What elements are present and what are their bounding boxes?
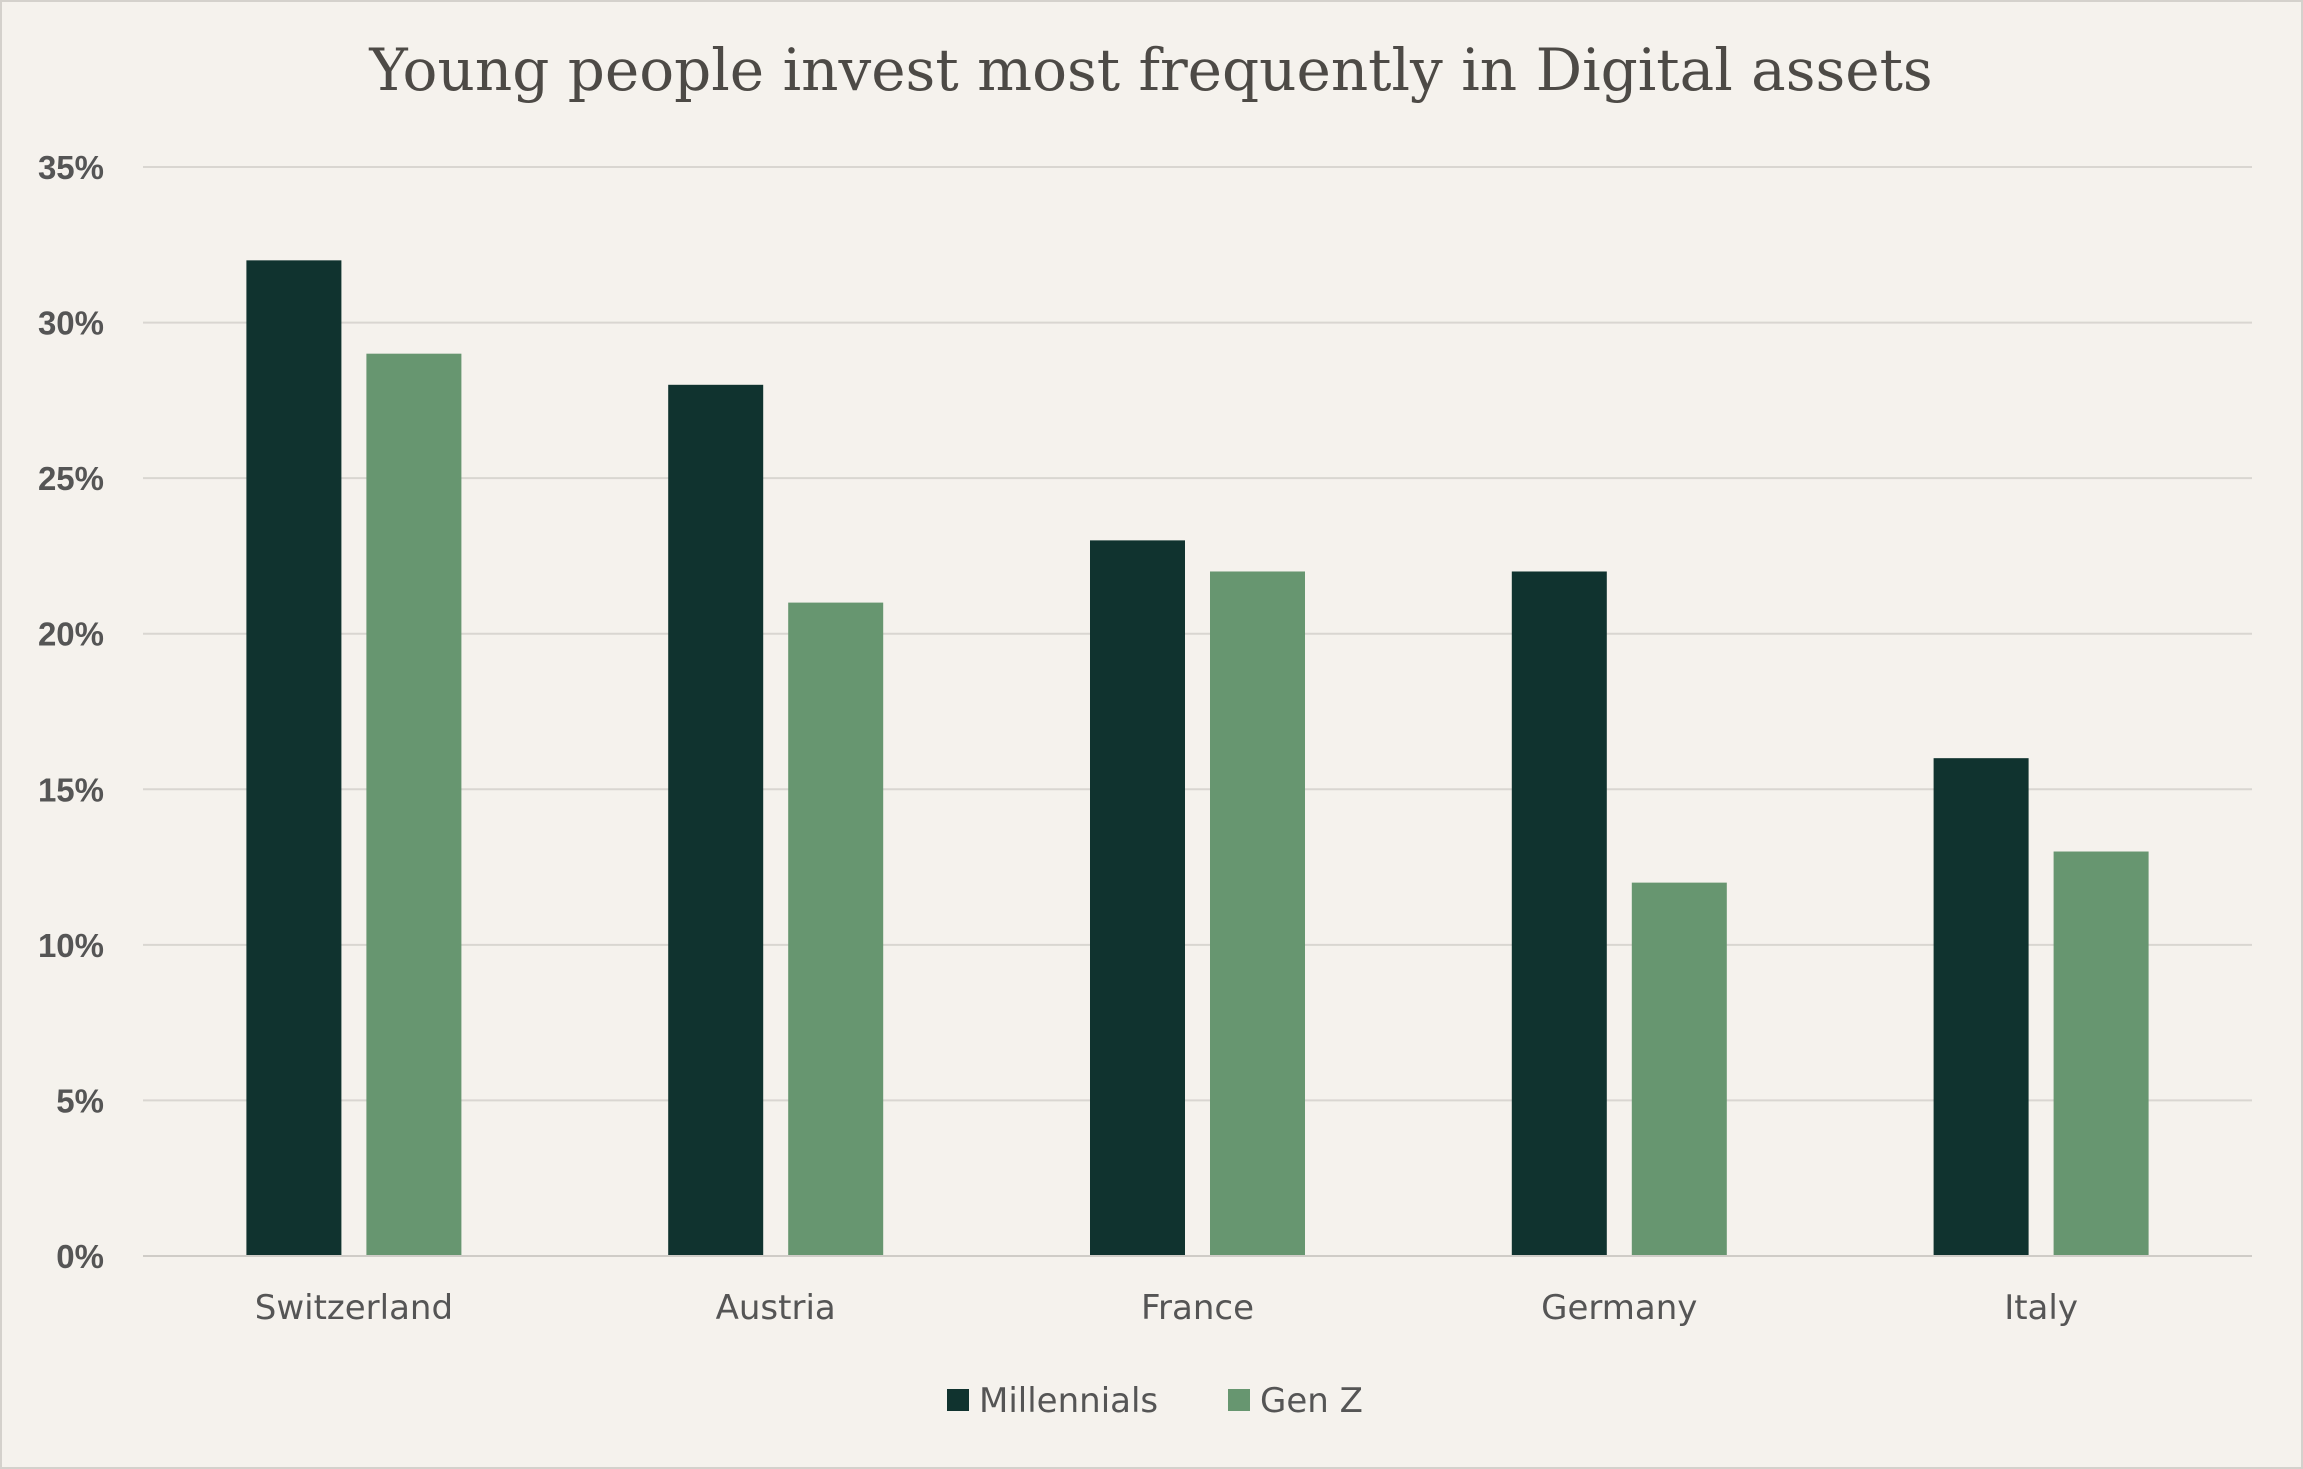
y-tick-label: 30% xyxy=(38,305,104,342)
bar-millennials-germany xyxy=(1511,571,1607,1256)
bar-gen-z-switzerland xyxy=(366,353,462,1257)
bar-millennials-france xyxy=(1090,540,1185,1256)
y-tick-label: 10% xyxy=(38,927,104,964)
x-axis-tick-labels: Switzerland Austria France Germany Italy xyxy=(255,1288,2078,1328)
x-tick-label: Switzerland xyxy=(255,1288,453,1328)
x-tick-label: France xyxy=(1141,1288,1254,1328)
bar-gen-z-germany xyxy=(1631,882,1727,1256)
y-tick-label: 5% xyxy=(56,1082,104,1119)
legend-label: Gen Z xyxy=(1260,1381,1363,1421)
bar-gen-z-italy xyxy=(2053,851,2149,1256)
y-tick-label: 25% xyxy=(38,460,104,497)
y-tick-label: 15% xyxy=(38,771,104,808)
legend-swatch-gen-z xyxy=(1228,1389,1250,1411)
x-tick-label: Austria xyxy=(716,1288,836,1328)
bar-millennials-switzerland xyxy=(246,260,342,1256)
y-axis-tick-labels: 0% 5% 10% 15% 20% 25% 30% 35% xyxy=(38,149,104,1275)
gridlines xyxy=(143,166,2252,1102)
y-tick-label: 20% xyxy=(38,616,104,653)
legend-swatch-millennials xyxy=(947,1389,969,1411)
y-tick-label: 35% xyxy=(38,149,104,186)
x-tick-label: Germany xyxy=(1541,1288,1697,1328)
bar-millennials-italy xyxy=(1933,758,2029,1256)
legend: Millennials Gen Z xyxy=(947,1381,1363,1421)
bar-millennials-austria xyxy=(668,384,764,1256)
legend-label: Millennials xyxy=(979,1381,1158,1421)
bar-gen-z-france xyxy=(1210,571,1305,1256)
bars xyxy=(246,260,2149,1257)
y-tick-label: 0% xyxy=(56,1238,104,1275)
chart-title: Young people invest most frequently in D… xyxy=(368,36,1932,104)
x-tick-label: Italy xyxy=(2004,1288,2078,1328)
bar-gen-z-austria xyxy=(788,602,884,1256)
